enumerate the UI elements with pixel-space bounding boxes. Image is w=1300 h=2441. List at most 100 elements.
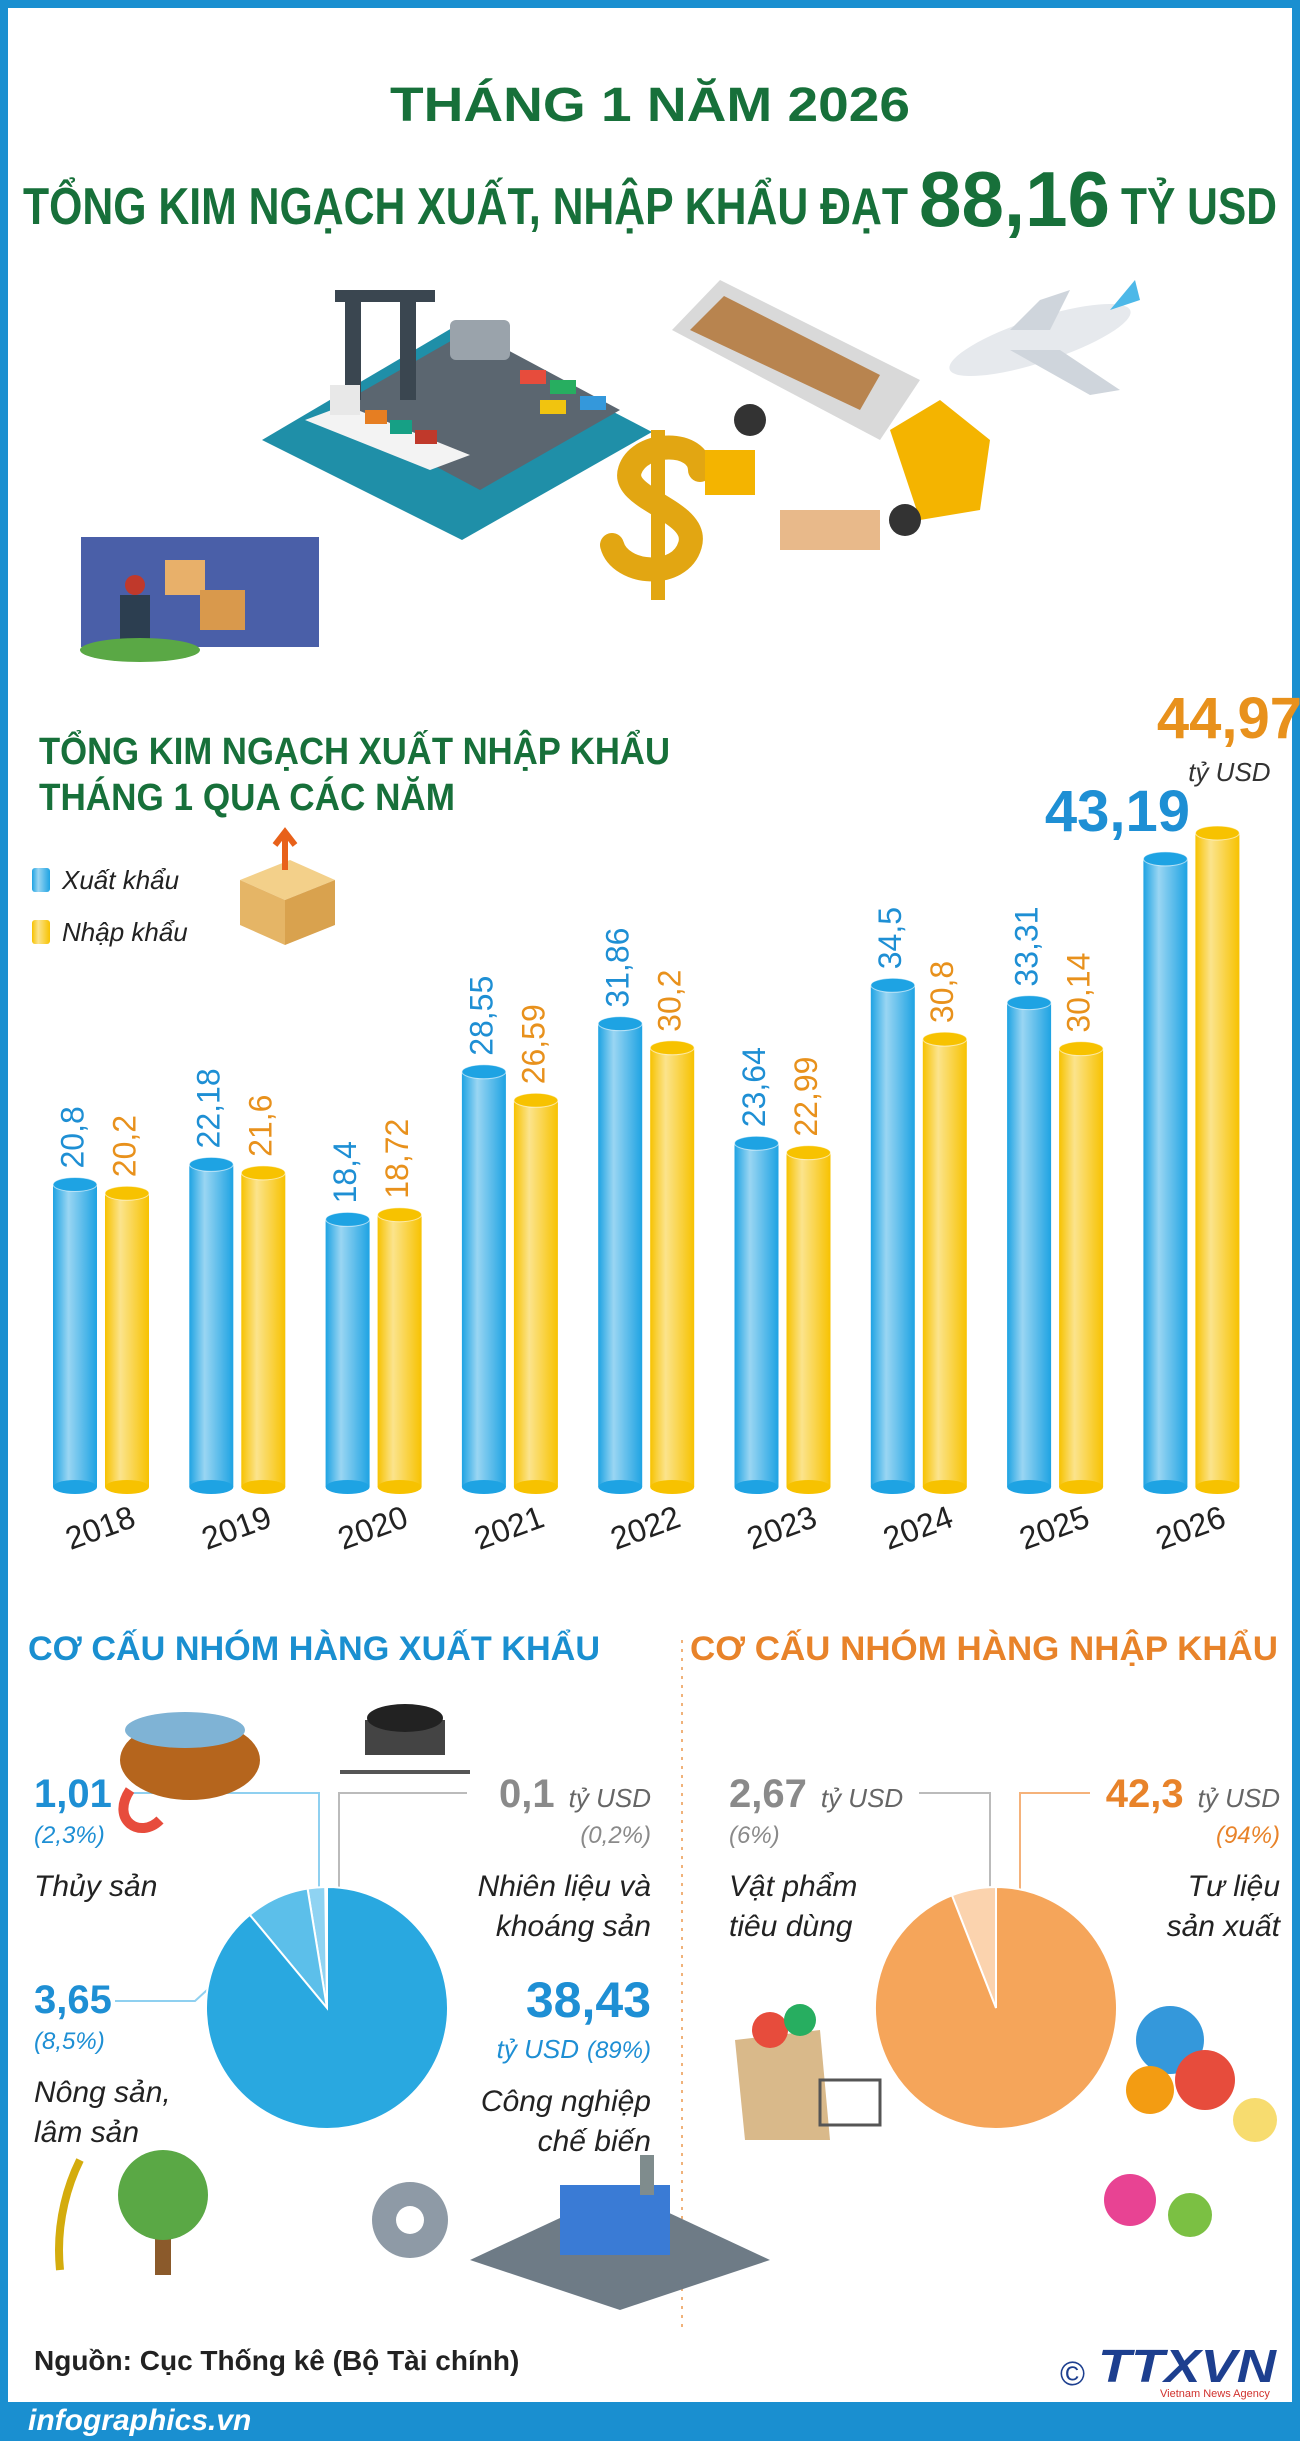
box-side [240, 880, 285, 945]
box-top [240, 860, 335, 900]
thread-spool [1168, 2193, 1212, 2237]
bar [734, 1143, 779, 1487]
pie-category: Vật phẩm tiêu dùng [729, 1869, 858, 1944]
tree-crown [118, 2150, 208, 2240]
pie-unit: tỷ USD [496, 2034, 579, 2064]
pie-label: 3,65 (8,5%) Nông sản, lâm sản [34, 1976, 194, 2154]
container [550, 380, 576, 394]
bar-cap [461, 1064, 507, 1080]
wheel [889, 504, 921, 536]
bar [53, 1184, 97, 1487]
footer-website: infographics.vn [28, 2404, 251, 2437]
crane [400, 300, 416, 400]
chart-title: TỔNG KIM NGẠCH XUẤT NHẬP KHẨU [39, 728, 670, 773]
leader-line [338, 1792, 467, 1891]
footer-copyright: © [1060, 2355, 1085, 2393]
thread-spool [1104, 2174, 1156, 2226]
box [165, 560, 205, 595]
value-label: 44,97 [1157, 686, 1300, 751]
bar [241, 1172, 286, 1487]
plane-wing [1010, 350, 1120, 395]
value-label: 33,31 [1009, 906, 1045, 986]
footer-band [4, 2402, 1296, 2437]
legend-swatch [32, 868, 50, 892]
pie-percent: (8,5%) [34, 2028, 105, 2055]
pie-percent-line: tỷ USD (89%) [451, 2034, 651, 2066]
wheel [734, 404, 766, 436]
value-label: 31,86 [600, 928, 636, 1008]
bar-cap [597, 1016, 643, 1032]
value-label: 34,5 [872, 907, 908, 969]
truck-cab [890, 400, 990, 520]
box-side [285, 880, 335, 945]
bar-cap [1194, 825, 1240, 841]
pie-value-line: 3,65 [34, 1976, 194, 2024]
value-label: 30,2 [652, 970, 688, 1032]
container [580, 396, 606, 410]
header-subtitle: THÁNG 1 NĂM 2026 [390, 78, 910, 132]
ship-bridge [330, 385, 360, 415]
bar-cap [240, 1165, 286, 1181]
thread-spool [1126, 2066, 1174, 2114]
grocery [784, 2004, 816, 2036]
pie-percent-line: (8,5%) [34, 2028, 194, 2057]
chart-title: THÁNG 1 QUA CÁC NĂM [39, 775, 455, 819]
pie-value: 0,1 [499, 1772, 555, 1816]
pie-value: 42,3 [1105, 1772, 1184, 1816]
pie-value-line: 1,01 [34, 1770, 234, 1818]
container [415, 430, 437, 444]
basket [818, 2078, 882, 2127]
bar-cap [786, 1145, 831, 1161]
bar [513, 1100, 558, 1487]
value-label: 23,64 [736, 1047, 772, 1127]
pie-value: 38,43 [525, 1972, 651, 2028]
bar-cap [52, 1177, 98, 1193]
crane [345, 290, 361, 400]
pie-value: 3,65 [34, 1978, 112, 2022]
pie-slice [873, 1885, 1118, 2130]
bar [1195, 833, 1240, 1487]
pie-category: Công nghiệp chế biến [480, 2084, 651, 2159]
header-title-unit: TỶ USD [1121, 177, 1277, 236]
bar [598, 1023, 643, 1487]
value-label: 18,72 [379, 1119, 415, 1199]
pallet [780, 510, 880, 550]
value-label: 30,8 [924, 961, 960, 1023]
pie-percent: (94%) [1215, 1822, 1280, 1849]
source: Nguồn: Cục Thống kê (Bộ Tài chính) [34, 2345, 519, 2376]
pie-value-line: 42,3 tỷ USD [1106, 1770, 1280, 1818]
pie-label: 2,67 tỷ USD (6%) Vật phẩm tiêu dùng [729, 1770, 903, 1948]
plane-illustration [949, 280, 1140, 395]
chart-title: CƠ CẤU NHÓM HÀNG XUẤT KHẨU [28, 1630, 600, 1668]
container [390, 420, 412, 434]
header-title: TỔNG KIM NGẠCH XUẤT, NHẬP KHẨU ĐẠT [23, 177, 908, 236]
bar [377, 1214, 422, 1487]
pie-percent: (6%) [729, 1822, 780, 1849]
pie-category: Nông sản, lâm sản [34, 2075, 171, 2150]
pie-value-line: 2,67 tỷ USD [729, 1770, 903, 1818]
pie-percent: (89%) [586, 2037, 651, 2064]
thread-spool [1175, 2050, 1235, 2110]
pie-unit: tỷ USD [1197, 1783, 1280, 1813]
factory [560, 2185, 670, 2255]
bar [105, 1193, 149, 1487]
unit-label: tỷ USD [1188, 757, 1270, 787]
fish [125, 1712, 245, 1748]
pie-slice [205, 1885, 449, 2130]
container [365, 410, 387, 424]
header-title-value: 88,16 [919, 155, 1110, 243]
value-label: 28,55 [463, 976, 499, 1056]
pie-value: 2,67 [729, 1772, 807, 1816]
bar [1007, 1002, 1052, 1487]
pie-value: 1,01 [34, 1772, 112, 1816]
grocery-bag [735, 2030, 830, 2140]
value-label: 22,18 [191, 1068, 227, 1148]
pie-unit: tỷ USD [820, 1783, 904, 1813]
bar-cap [325, 1211, 371, 1227]
plane-wing [1010, 290, 1070, 330]
bar-cap [513, 1092, 559, 1108]
container [540, 400, 566, 414]
bar-cap [377, 1207, 423, 1223]
bar [650, 1047, 695, 1487]
